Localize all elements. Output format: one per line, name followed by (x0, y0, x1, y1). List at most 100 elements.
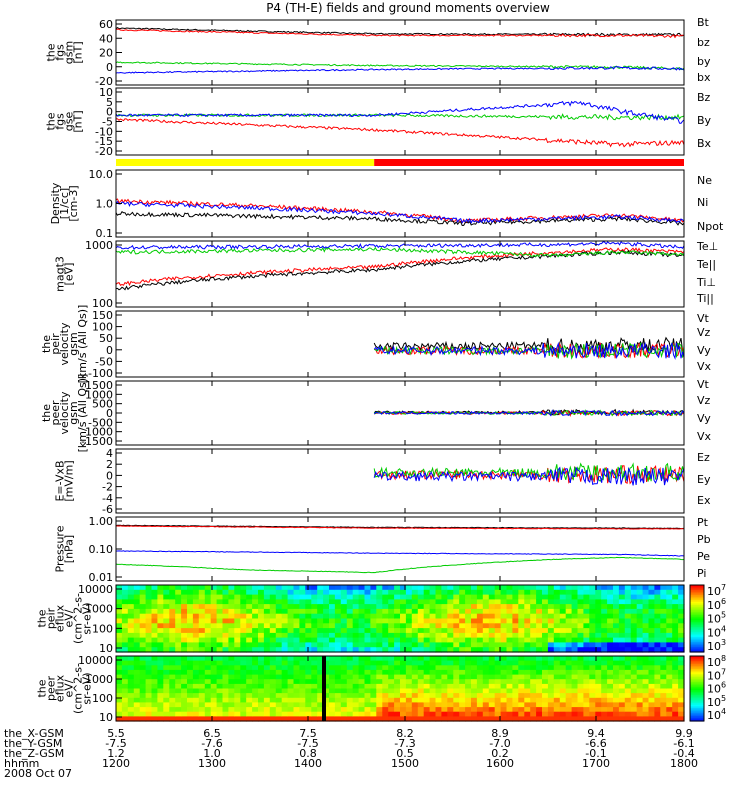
legend-entry: Vx (697, 360, 712, 373)
spectrogram-cell (234, 628, 241, 634)
spectrogram-cell (536, 660, 543, 666)
spectrogram-cell (311, 623, 318, 629)
spectrogram-cell (216, 669, 224, 676)
legend-entry: Vt (697, 312, 710, 325)
spectrogram-cell (565, 669, 573, 676)
spectrogram-cell (175, 642, 182, 648)
spectrogram-cell (488, 693, 496, 699)
spectrogram-cell (234, 589, 241, 596)
spectrogram-cell (187, 594, 194, 600)
spectrogram-cell (553, 660, 561, 666)
series-vt-line (373, 336, 685, 356)
spectrogram-cell (488, 637, 496, 643)
spectrogram-cell (204, 679, 212, 685)
spectrogram-cell (394, 594, 401, 600)
spectrogram-cell (382, 660, 389, 666)
spectrogram-cell (281, 599, 289, 605)
spectrogram-cell (500, 599, 508, 605)
spectrogram-cell (559, 628, 567, 634)
spectrogram-cell (494, 660, 502, 666)
spectrogram-cell (252, 674, 259, 680)
spectrogram-cell (447, 599, 454, 605)
spectrogram-cell (660, 637, 667, 643)
spectrogram-cell (607, 656, 614, 662)
spectrogram-cell (400, 608, 407, 615)
spectrogram-cell (518, 669, 525, 676)
spectrogram-cell (181, 632, 188, 639)
spectrogram-cell (411, 697, 419, 703)
spectrogram-cell (405, 613, 413, 620)
spectrogram-cell (145, 702, 153, 708)
spectrogram-cell (376, 642, 383, 648)
spectrogram-cell (429, 604, 437, 610)
spectrogram-cell (116, 632, 123, 639)
spectrogram-cell (370, 697, 377, 703)
spectrogram-cell (299, 679, 306, 685)
spectrogram-cell (536, 585, 543, 591)
x-axis-value: -7.5 (105, 737, 126, 750)
spectrogram-cell (323, 693, 330, 699)
spectrogram-cell (607, 618, 614, 624)
spectrogram-cell (287, 716, 295, 722)
spectrogram-cell (222, 665, 229, 671)
spectrogram-cell (465, 688, 472, 694)
spectrogram-cell (678, 604, 685, 610)
spectrogram-cell (624, 642, 632, 648)
spectrogram-cell (157, 613, 164, 620)
spectrogram-cell (228, 628, 235, 634)
spectrogram-cell (435, 679, 442, 685)
spectrogram-cell (400, 683, 407, 690)
spectrogram-cell (405, 594, 413, 600)
spectrogram-cell (187, 618, 194, 624)
spectrogram-cell (246, 623, 253, 629)
spectrogram-cell (494, 618, 502, 624)
spectrogram-cell (542, 674, 549, 680)
spectrogram-cell (323, 674, 330, 680)
spectrogram-cell (536, 711, 543, 717)
spectrogram-cell (500, 637, 508, 643)
y-tick-label: 2 (106, 458, 113, 471)
spectrogram-cell (204, 711, 212, 717)
spectrogram-cell (323, 589, 330, 596)
spectrogram-cell (169, 642, 176, 648)
colorbar-step (690, 703, 704, 706)
spectrogram-cell (447, 637, 454, 643)
spectrogram-cell (317, 688, 324, 694)
spectrogram-cell (607, 660, 614, 666)
spectrogram-cell (358, 618, 366, 624)
spectrogram-cell (299, 585, 306, 591)
spectrogram-cell (269, 679, 277, 685)
y-tick-label: 10000 (78, 583, 113, 596)
spectrogram-cell (536, 599, 543, 605)
spectrogram-cell (411, 604, 419, 610)
spectrogram-cell (618, 656, 626, 662)
legend-entry: Npot (697, 220, 724, 233)
spectrogram-cell (151, 618, 158, 624)
spectrogram-cell (317, 623, 324, 629)
spectrogram-cell (311, 674, 318, 680)
spectrogram-cell (305, 683, 312, 690)
spectrogram-cell (127, 693, 135, 699)
spectrogram-cell (453, 660, 460, 666)
spectrogram-cell (163, 674, 170, 680)
spectrogram-cell (642, 702, 650, 708)
spectrogram-cell (157, 623, 164, 629)
spectrogram-cell (488, 697, 496, 703)
spectrogram-cell (340, 594, 348, 600)
spectrogram-cell (240, 623, 247, 629)
spectrogram-cell (340, 669, 348, 676)
spectrogram-cell (441, 618, 448, 624)
spectrogram-cell (536, 608, 543, 615)
spectrogram-cell (258, 656, 265, 662)
spectrogram-cell (252, 711, 259, 717)
series-group-7 (373, 462, 685, 486)
x-axis-value: -7.0 (489, 737, 510, 750)
spectrogram-cell (157, 594, 164, 600)
spectrogram-cell (163, 665, 170, 671)
spectrogram-cell (494, 585, 502, 591)
spectrogram-cell (210, 623, 218, 629)
spectrogram-cell (346, 656, 354, 662)
mode-bar (116, 159, 684, 166)
spectrogram-cell (648, 628, 655, 634)
spectrogram-cell (258, 711, 265, 717)
